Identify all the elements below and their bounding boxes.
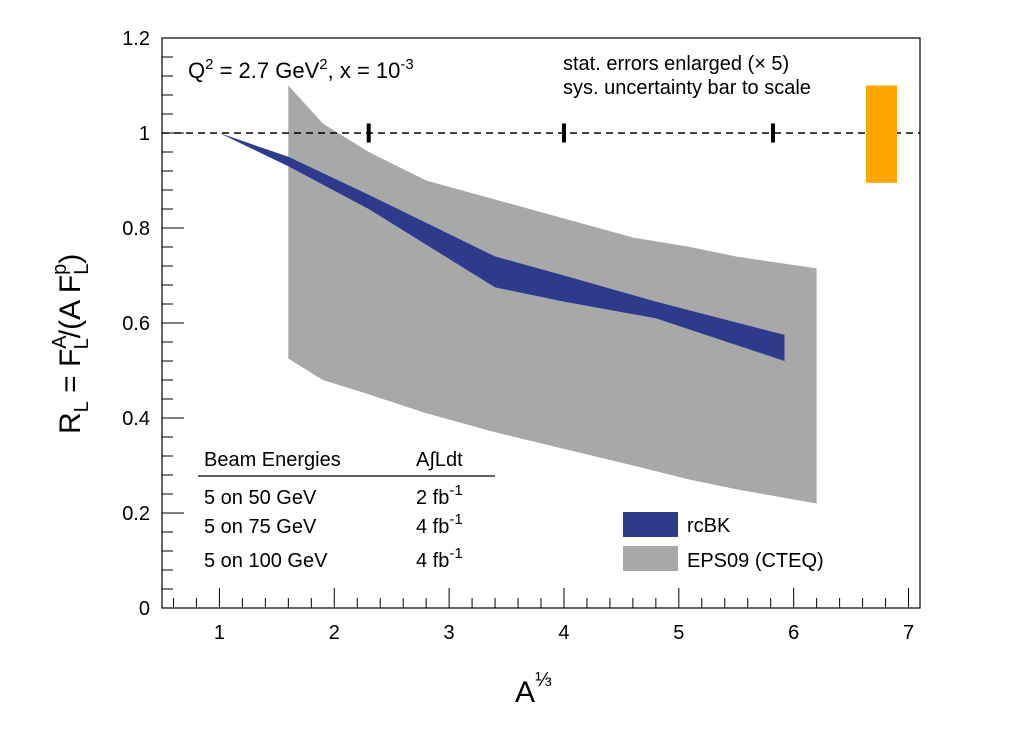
table-row-energy: 5 on 75 GeV (204, 516, 317, 538)
table-row-lumi: 4 fb-1 (416, 545, 463, 572)
table-row-energy: 5 on 50 GeV (204, 487, 317, 509)
y-tick-label: 0.6 (122, 313, 150, 335)
x-tick-label: 1 (214, 622, 225, 644)
axis-tick-labels: 1 2 3 4 5 6 7 0 0.2 0.4 0.6 0.8 1 1.2 (122, 28, 914, 644)
bands (219, 85, 817, 504)
beam-energies-table: Beam Energies A∫Ldt 5 on 50 GeV 2 fb-1 5… (198, 449, 495, 572)
x-axis-title: A⅓ (515, 669, 552, 709)
note-stat-errors: stat. errors enlarged (× 5) (563, 53, 789, 75)
legend-label-eps09: EPS09 (CTEQ) (687, 550, 824, 572)
table-row-energy: 5 on 100 GeV (204, 550, 328, 572)
legend-swatch-eps09 (623, 546, 678, 571)
x-tick-label: 7 (903, 622, 914, 644)
legend: rcBK EPS09 (CTEQ) (623, 512, 824, 572)
table-row-lumi: 2 fb-1 (416, 482, 463, 509)
band-rcbk (219, 133, 785, 361)
note-sys-bar: sys. uncertainty bar to scale (563, 77, 811, 99)
x-tick-label: 5 (673, 622, 684, 644)
y-tick-label: 0 (139, 598, 150, 620)
y-tick-label: 1 (139, 123, 150, 145)
x-tick-label: 2 (329, 622, 340, 644)
y-tick-label: 1.2 (122, 28, 150, 50)
y-tick-label: 0.2 (122, 503, 150, 525)
axis-ticks (162, 37, 910, 609)
legend-label-rcbk: rcBK (687, 515, 731, 537)
table-row-lumi: 4 fb-1 (416, 511, 463, 538)
sys-uncertainty-bar (866, 85, 898, 183)
stat-error-markers (366, 123, 775, 143)
x-tick-label: 4 (558, 622, 569, 644)
y-tick-label: 0.8 (122, 218, 150, 240)
y-tick-label: 0.4 (122, 408, 150, 430)
y-axis-title: RL = FAL/(A FpL) (49, 254, 93, 434)
kinematics-label: Q2 = 2.7 GeV2, x = 10-3 (188, 56, 414, 83)
x-tick-label: 3 (444, 622, 455, 644)
table-header-lumi: A∫Ldt (416, 449, 463, 471)
x-tick-label: 6 (788, 622, 799, 644)
legend-swatch-rcbk (623, 512, 678, 537)
table-header-energy: Beam Energies (204, 449, 341, 471)
